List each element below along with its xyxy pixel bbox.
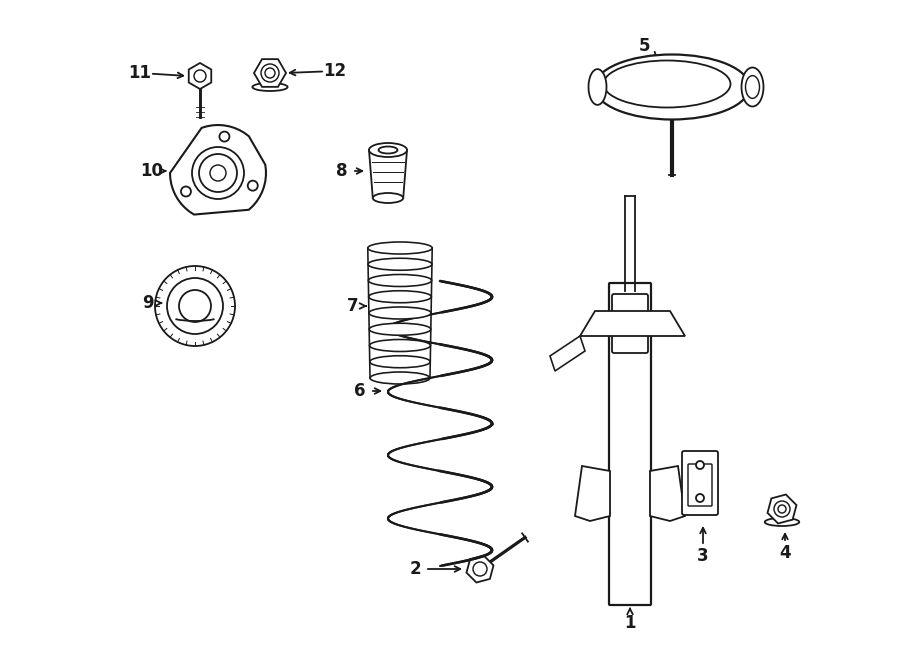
Polygon shape [189, 63, 212, 89]
Ellipse shape [604, 61, 731, 108]
Circle shape [778, 505, 786, 513]
Ellipse shape [368, 274, 432, 286]
Ellipse shape [252, 83, 288, 91]
Text: 1: 1 [625, 614, 635, 632]
Polygon shape [254, 59, 286, 87]
Ellipse shape [369, 307, 431, 319]
Text: 2: 2 [410, 560, 421, 578]
Polygon shape [170, 125, 266, 215]
Circle shape [265, 68, 275, 78]
Circle shape [261, 64, 279, 82]
Circle shape [220, 132, 230, 141]
Circle shape [181, 186, 191, 196]
Ellipse shape [370, 356, 430, 368]
Text: 7: 7 [347, 297, 359, 315]
Circle shape [696, 461, 704, 469]
FancyBboxPatch shape [609, 283, 651, 605]
FancyBboxPatch shape [682, 451, 718, 515]
Ellipse shape [742, 67, 763, 106]
Circle shape [696, 494, 704, 502]
Ellipse shape [595, 54, 750, 120]
Circle shape [210, 165, 226, 181]
Polygon shape [575, 466, 610, 521]
FancyBboxPatch shape [688, 464, 712, 506]
Ellipse shape [589, 69, 607, 105]
Text: 10: 10 [140, 162, 164, 180]
Polygon shape [768, 494, 796, 524]
Circle shape [179, 290, 211, 322]
Ellipse shape [368, 258, 432, 270]
Ellipse shape [370, 372, 430, 384]
Ellipse shape [368, 242, 432, 254]
Polygon shape [650, 466, 685, 521]
Text: 11: 11 [129, 64, 151, 82]
Text: 6: 6 [355, 382, 365, 400]
Circle shape [194, 70, 206, 82]
Ellipse shape [379, 147, 398, 153]
Text: 3: 3 [698, 547, 709, 565]
Text: 9: 9 [142, 294, 154, 312]
Polygon shape [550, 336, 585, 371]
Circle shape [192, 147, 244, 199]
Circle shape [473, 562, 487, 576]
Ellipse shape [369, 340, 430, 352]
Text: 5: 5 [639, 37, 651, 55]
Ellipse shape [369, 143, 407, 157]
Ellipse shape [369, 291, 431, 303]
Text: 8: 8 [337, 162, 347, 180]
Polygon shape [466, 555, 493, 582]
Polygon shape [580, 311, 685, 336]
FancyBboxPatch shape [612, 294, 648, 353]
Text: 12: 12 [323, 62, 346, 80]
Circle shape [167, 278, 223, 334]
Ellipse shape [373, 193, 403, 203]
Ellipse shape [765, 518, 799, 526]
Circle shape [774, 501, 790, 517]
Ellipse shape [745, 75, 760, 98]
Ellipse shape [155, 266, 235, 346]
Text: 4: 4 [779, 544, 791, 562]
Circle shape [248, 180, 257, 190]
Circle shape [199, 154, 237, 192]
Ellipse shape [369, 323, 431, 335]
